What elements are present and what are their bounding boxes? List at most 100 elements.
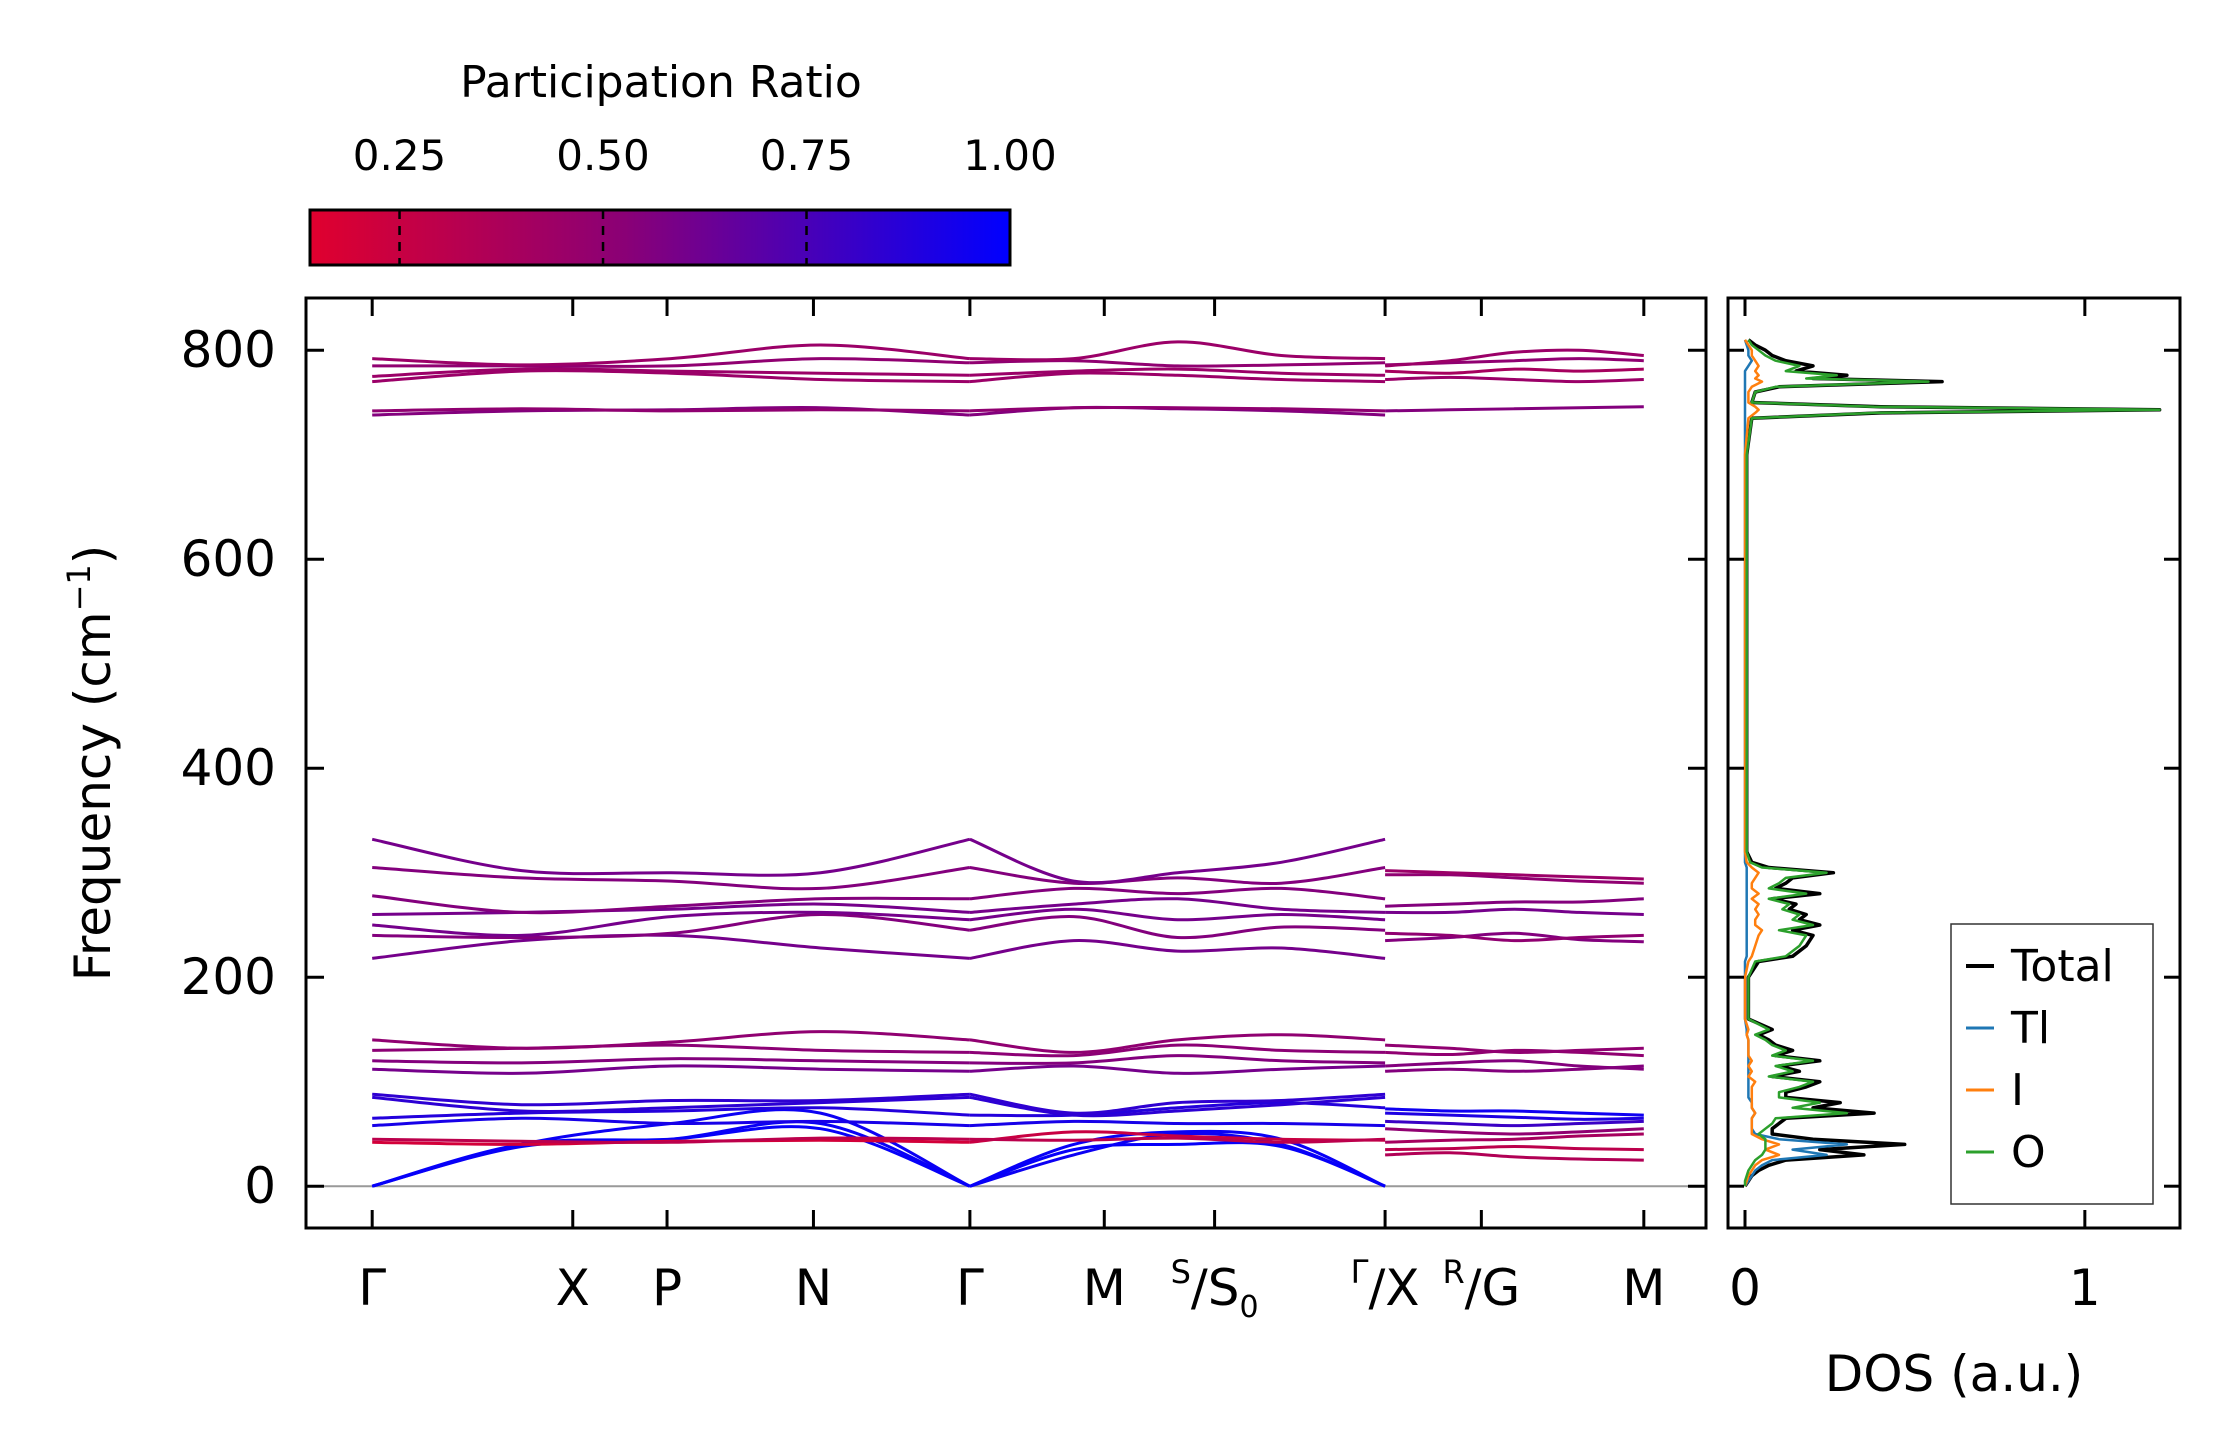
phonon-band xyxy=(372,343,971,367)
frequency-tick-label: 400 xyxy=(181,739,276,797)
phonon-band xyxy=(1385,1119,1644,1128)
phonon-band xyxy=(372,367,970,378)
phonon-band xyxy=(969,340,1386,362)
phonon-band xyxy=(969,897,1386,914)
colorbar-tick-label: 0.25 xyxy=(353,131,447,180)
colorbar-gradient xyxy=(308,208,1012,267)
phonon-band xyxy=(372,1030,970,1050)
phonon-band xyxy=(372,866,971,891)
phonon-band xyxy=(372,894,970,915)
ylabel-close: ) xyxy=(64,545,122,565)
phonon-band xyxy=(969,907,1386,922)
phonon-band xyxy=(371,1125,971,1188)
phonon-band xyxy=(372,357,970,368)
dos-tick-label: 0 xyxy=(1729,1259,1761,1317)
dos-tick-label: 1 xyxy=(2069,1259,2101,1317)
phonon-band xyxy=(1385,1107,1644,1117)
frequency-axis-label: Frequency (cm−1) xyxy=(60,545,122,982)
phonon-band xyxy=(1385,931,1644,944)
colorbar: Participation Ratio 0.25 0.50 0.75 1.00 xyxy=(308,57,1057,267)
phonon-band xyxy=(969,1043,1386,1058)
phonon-band xyxy=(969,939,1386,960)
phonon-band xyxy=(969,1141,1386,1188)
dos-series-i xyxy=(1743,339,1781,1187)
phonon-band xyxy=(969,1095,1386,1118)
phonon-band xyxy=(969,367,1386,377)
kpath-label-sub: 0 xyxy=(1240,1290,1259,1325)
kpath-label-main: X xyxy=(556,1259,590,1317)
phonon-band xyxy=(969,405,1386,413)
legend-frame xyxy=(1950,923,2154,1205)
legend-label: O xyxy=(2011,1127,2046,1178)
phonon-band xyxy=(969,915,1386,940)
phonon-band xyxy=(969,371,1386,384)
phonon-band xyxy=(1385,869,1644,881)
phonon-band xyxy=(969,1064,1386,1075)
kpath-label: S/S0 xyxy=(1171,1253,1259,1325)
colorbar-tick-label: 1.00 xyxy=(963,131,1057,180)
legend-label: I xyxy=(2011,1065,2024,1116)
colorbar-ticks: 0.25 0.50 0.75 1.00 xyxy=(353,131,1057,265)
phonon-band xyxy=(1385,1144,1644,1152)
phonon-band xyxy=(372,369,970,384)
phonon-band xyxy=(372,407,970,413)
phonon-band xyxy=(969,1054,1386,1065)
kpath-label-main: N xyxy=(795,1259,832,1317)
phonon-band xyxy=(372,1116,970,1128)
phonon-band xyxy=(372,933,971,960)
kpath-label: N xyxy=(795,1259,832,1317)
phonon-band xyxy=(969,359,1386,368)
dos-axis-label: DOS (a.u.) xyxy=(1825,1345,2084,1403)
kpath-label: Γ/X xyxy=(1351,1253,1420,1317)
phonon-band xyxy=(1385,1043,1644,1054)
phonon-band xyxy=(1385,1132,1644,1144)
phonon-band xyxy=(1385,897,1644,908)
kpath-label-main: P xyxy=(652,1259,682,1317)
kpath-label-main: /X xyxy=(1368,1259,1419,1317)
phonon-band xyxy=(969,886,1386,901)
legend-label: Total xyxy=(2010,941,2114,992)
kpath-label-sup: S xyxy=(1171,1253,1191,1291)
frequency-tick-label: 600 xyxy=(181,530,276,588)
kpath-label: X xyxy=(556,1259,590,1317)
phonon-band xyxy=(1385,1151,1644,1162)
phonon-band xyxy=(1385,931,1644,943)
frequency-tick-label: 0 xyxy=(244,1157,276,1215)
dos-axes-frame xyxy=(1726,296,2182,1230)
kpath-label-main: /S xyxy=(1191,1259,1240,1317)
phonon-band xyxy=(1385,873,1644,885)
kpath-label: P xyxy=(652,1259,682,1317)
legend-label: Tl xyxy=(2010,1003,2050,1054)
frequency-axis-ticks: 0 200 400 600 800 xyxy=(181,321,1706,1215)
phonon-bands xyxy=(371,340,1644,1188)
phonon-band xyxy=(1385,1048,1644,1058)
frequency-tick-label: 200 xyxy=(181,948,276,1006)
phonon-band xyxy=(969,1119,1386,1128)
band-axes-frame xyxy=(304,296,1708,1230)
phonon-band xyxy=(969,1033,1386,1054)
phonon-band xyxy=(371,1120,971,1188)
colorbar-title: Participation Ratio xyxy=(460,57,862,108)
phonon-band xyxy=(372,1043,970,1054)
kpath-label: Γ xyxy=(956,1259,984,1317)
dos-series-o xyxy=(1743,339,2161,1187)
kpath-label: M xyxy=(1622,1259,1665,1317)
phonon-band xyxy=(1384,348,1644,368)
phonon-band xyxy=(1385,367,1644,375)
phonon-band xyxy=(372,912,971,940)
phonon-band xyxy=(1385,907,1644,916)
phonon-band xyxy=(1385,405,1644,413)
phonon-band xyxy=(372,902,970,916)
phonon-band xyxy=(372,1136,970,1144)
phonon-band xyxy=(969,1136,1386,1144)
phonon-band xyxy=(372,910,970,938)
kpath-label-main: Γ xyxy=(956,1259,984,1317)
phonon-band xyxy=(969,866,1386,885)
colorbar-tick-label: 0.75 xyxy=(760,131,854,180)
colorbar-tick-label: 0.50 xyxy=(556,131,650,180)
kpath-label-sup: Γ xyxy=(1351,1253,1369,1291)
phonon-band xyxy=(969,1092,1386,1115)
